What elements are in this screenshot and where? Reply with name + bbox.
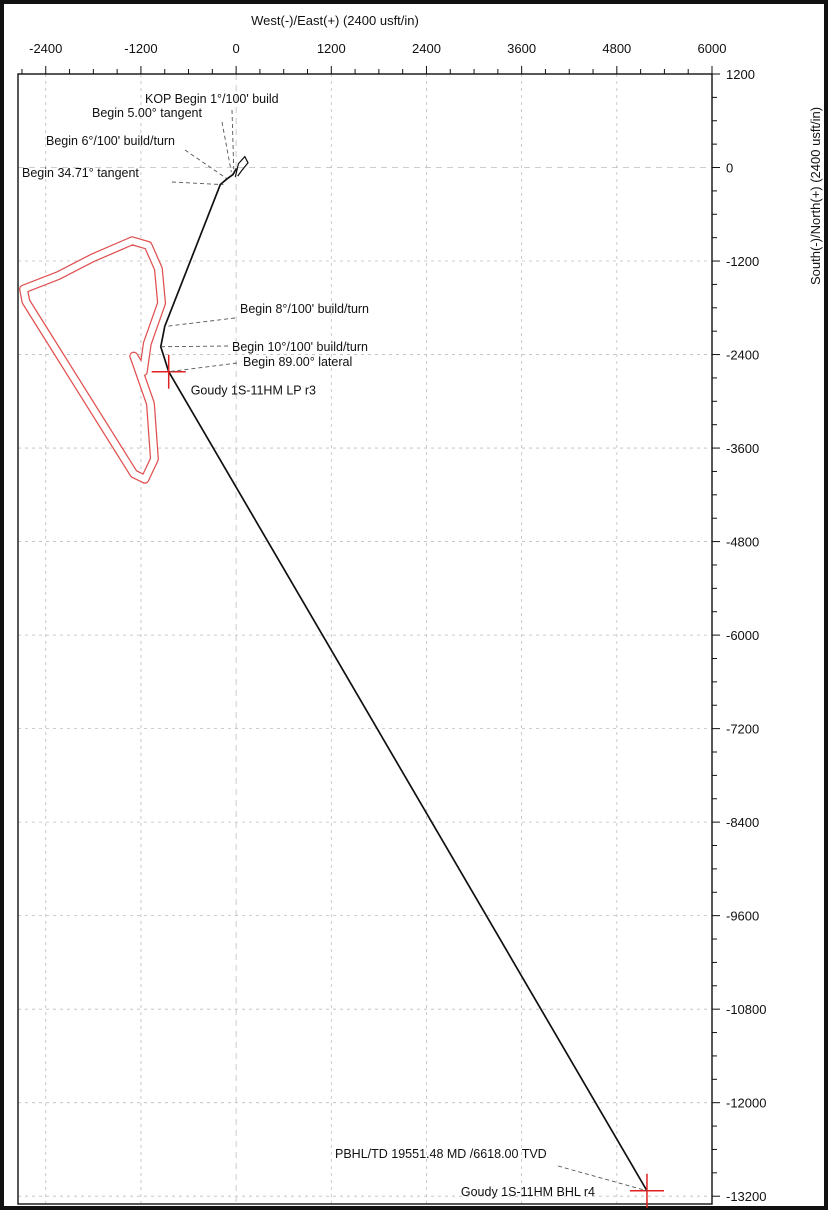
annotation-label-7: PBHL/TD 19551.48 MD /6618.00 TVD	[335, 1147, 547, 1161]
lease-boundary-outer	[19, 236, 167, 484]
y-tick-label: -9600	[726, 909, 759, 924]
x-tick-label: -1200	[124, 41, 157, 56]
y-tick-label: -12000	[726, 1096, 766, 1111]
annotation-leader-0	[231, 109, 235, 170]
x-tick-label: 4800	[602, 41, 631, 56]
wellbore-path-point	[232, 173, 234, 176]
x-axis-label: West(-)/East(+) (2400 usft/in)	[251, 13, 419, 28]
annotation-leader-2	[184, 149, 227, 179]
surface-section-line	[234, 155, 249, 178]
x-tick-label: 2400	[412, 41, 441, 56]
annotation-leader-3	[171, 181, 224, 186]
target-label-bhl: Goudy 1S-11HM BHL r4	[461, 1185, 595, 1199]
y-tick-label: -3600	[726, 441, 759, 456]
grid-lines	[18, 73, 713, 1204]
annotation-leader-5	[160, 345, 229, 348]
x-tick-label: 1200	[317, 41, 346, 56]
annotation-label-4: Begin 8°/100' build/turn	[240, 302, 369, 316]
y-tick-label: -10800	[726, 1002, 766, 1017]
y-tick-label: -2400	[726, 348, 759, 363]
y-tick-label: -13200	[726, 1189, 766, 1204]
y-tick-label: 1200	[726, 67, 755, 82]
annotation-leader-6	[168, 362, 238, 373]
y-tick-label: -4800	[726, 535, 759, 550]
wellbore-path-line	[159, 168, 648, 1192]
annotation-leader-1	[221, 121, 232, 173]
y-tick-label: -7200	[726, 722, 759, 737]
x-tick-label: 6000	[698, 41, 727, 56]
annotation-leader-7	[557, 1165, 648, 1192]
y-tick-label: -6000	[726, 628, 759, 643]
y-tick-label: 0	[726, 161, 733, 176]
wellbore-path-point	[219, 183, 222, 186]
lease-boundary-inner	[20, 237, 165, 483]
plot-border	[17, 73, 713, 1205]
y-tick-label: -1200	[726, 254, 759, 269]
annotation-label-1: Begin 5.00° tangent	[92, 106, 202, 120]
wellbore-path-point	[225, 178, 228, 181]
x-tick-label: -2400	[29, 41, 62, 56]
annotation-label-0: KOP Begin 1°/100' build	[145, 92, 279, 106]
target-label-lp: Goudy 1S-11HM LP r3	[191, 384, 316, 398]
annotation-label-2: Begin 6°/100' build/turn	[46, 134, 175, 148]
annotation-label-5: Begin 10°/100' build/turn	[232, 340, 368, 354]
minor-ticks	[21, 66, 720, 1197]
annotation-label-6: Begin 89.00° lateral	[243, 355, 352, 369]
x-tick-label: 0	[232, 41, 239, 56]
x-tick-label: 3600	[507, 41, 536, 56]
annotation-leader-4	[164, 317, 236, 327]
y-axis-label: South(-)/North(+) (2400 usft/in)	[808, 107, 823, 285]
annotation-label-3: Begin 34.71° tangent	[22, 166, 139, 180]
y-tick-label: -8400	[726, 815, 759, 830]
